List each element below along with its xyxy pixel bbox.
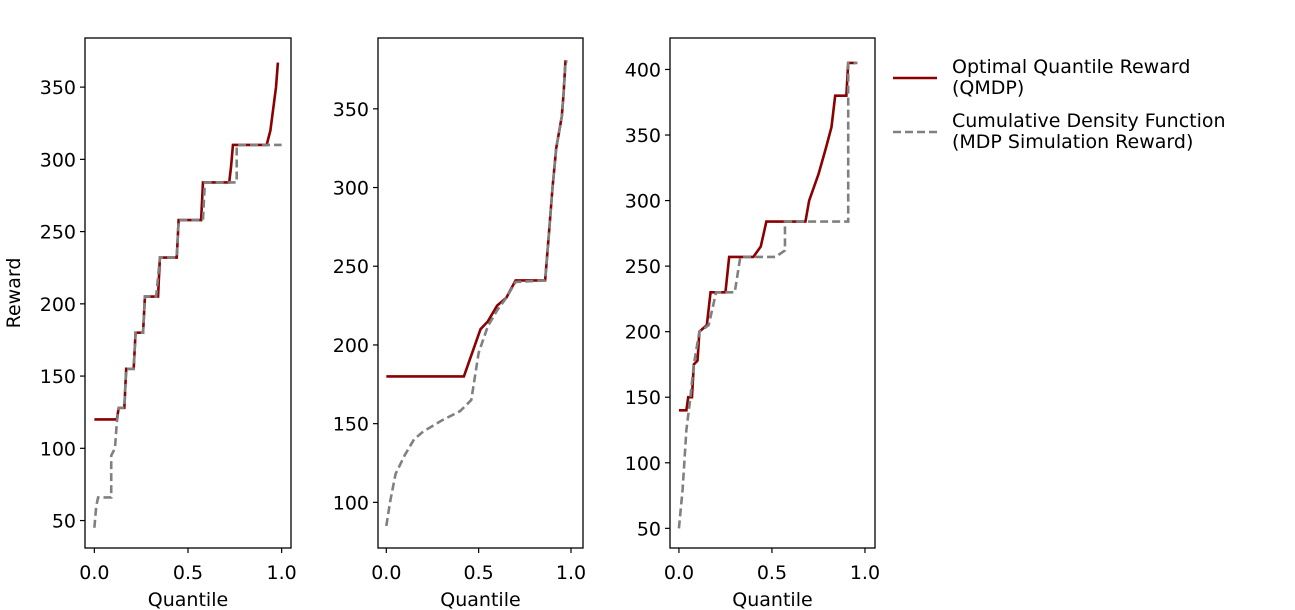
- x-tick-label: 0.0: [371, 562, 401, 584]
- y-tick-label: 300: [40, 149, 76, 171]
- y-tick-label: 300: [625, 191, 661, 213]
- y-tick-label: 350: [625, 125, 661, 147]
- y-tick-label: 150: [625, 387, 661, 409]
- y-tick-label: 100: [333, 492, 369, 514]
- y-tick-label: 200: [40, 294, 76, 316]
- y-tick-label: 400: [625, 59, 661, 81]
- y-axis-label: Reward: [3, 258, 25, 329]
- x-axis-label: Quantile: [732, 589, 812, 610]
- y-tick-label: 250: [625, 256, 661, 278]
- y-tick-label: 100: [625, 453, 661, 475]
- x-tick-label: 0.0: [79, 562, 109, 584]
- series-line: [678, 61, 856, 412]
- axes-frame: [669, 37, 876, 549]
- x-tick-label: 0.0: [664, 562, 694, 584]
- y-tick-label: 150: [40, 366, 76, 388]
- x-tick-label: 0.5: [464, 562, 494, 584]
- x-tick-label: 0.5: [757, 562, 787, 584]
- y-tick-label: 200: [333, 335, 369, 357]
- x-axis-label: Quantile: [148, 589, 228, 610]
- series-line: [386, 60, 568, 378]
- axes-frame: [377, 37, 584, 549]
- y-tick-label: 50: [637, 518, 661, 540]
- y-tick-label: 100: [40, 438, 76, 460]
- y-tick-label: 200: [625, 322, 661, 344]
- x-tick-label: 1.0: [556, 562, 586, 584]
- x-tick-label: 0.5: [173, 562, 203, 584]
- series-line: [677, 61, 858, 529]
- x-tick-label: 1.0: [850, 562, 880, 584]
- y-tick-label: 250: [40, 222, 76, 244]
- y-tick-label: 50: [52, 511, 76, 533]
- legend-label: Optimal Quantile Reward (QMDP): [952, 56, 1190, 99]
- x-axis-label: Quantile: [440, 589, 520, 610]
- y-tick-label: 300: [333, 178, 369, 200]
- legend-label: Cumulative Density Function (MDP Simulati…: [952, 110, 1226, 153]
- series-line: [93, 143, 282, 528]
- series-line: [94, 62, 280, 421]
- y-tick-label: 150: [333, 414, 369, 436]
- x-tick-label: 1.0: [267, 562, 297, 584]
- y-tick-label: 350: [333, 99, 369, 121]
- axes-frame: [84, 37, 292, 549]
- y-tick-label: 250: [333, 256, 369, 278]
- y-tick-label: 350: [40, 77, 76, 99]
- series-line: [385, 60, 568, 527]
